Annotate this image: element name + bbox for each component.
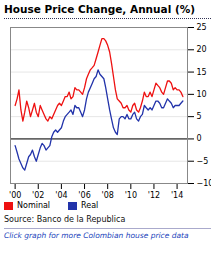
svg-text:5: 5 bbox=[197, 112, 202, 121]
svg-text:15: 15 bbox=[197, 68, 207, 77]
svg-text:'14: '14 bbox=[171, 191, 183, 199]
svg-text:−5: −5 bbox=[197, 157, 209, 166]
svg-text:25: 25 bbox=[197, 23, 207, 32]
html-text:House Price Change, Annual (%): House Price Change, Annual (%) bbox=[4, 3, 195, 15]
svg-text:'00: '00 bbox=[9, 191, 21, 199]
svg-text:'12: '12 bbox=[148, 191, 160, 199]
svg-text:'08: '08 bbox=[101, 191, 113, 199]
html-text:Real: Real bbox=[81, 201, 99, 210]
svg-text:'04: '04 bbox=[55, 191, 67, 199]
svg-text:'02: '02 bbox=[32, 191, 44, 199]
svg-text:'06: '06 bbox=[78, 191, 90, 199]
html-text:Click graph for more Colombian: Click graph for more Colombian house pri… bbox=[4, 231, 189, 240]
html-text:Nominal: Nominal bbox=[17, 201, 51, 210]
html-text:Source: Banco de la Republica: Source: Banco de la Republica bbox=[4, 215, 126, 224]
svg-text:'10: '10 bbox=[125, 191, 137, 199]
svg-text:0: 0 bbox=[197, 134, 202, 143]
svg-text:20: 20 bbox=[197, 45, 207, 54]
svg-text:−10: −10 bbox=[197, 179, 212, 188]
svg-text:10: 10 bbox=[197, 90, 207, 99]
